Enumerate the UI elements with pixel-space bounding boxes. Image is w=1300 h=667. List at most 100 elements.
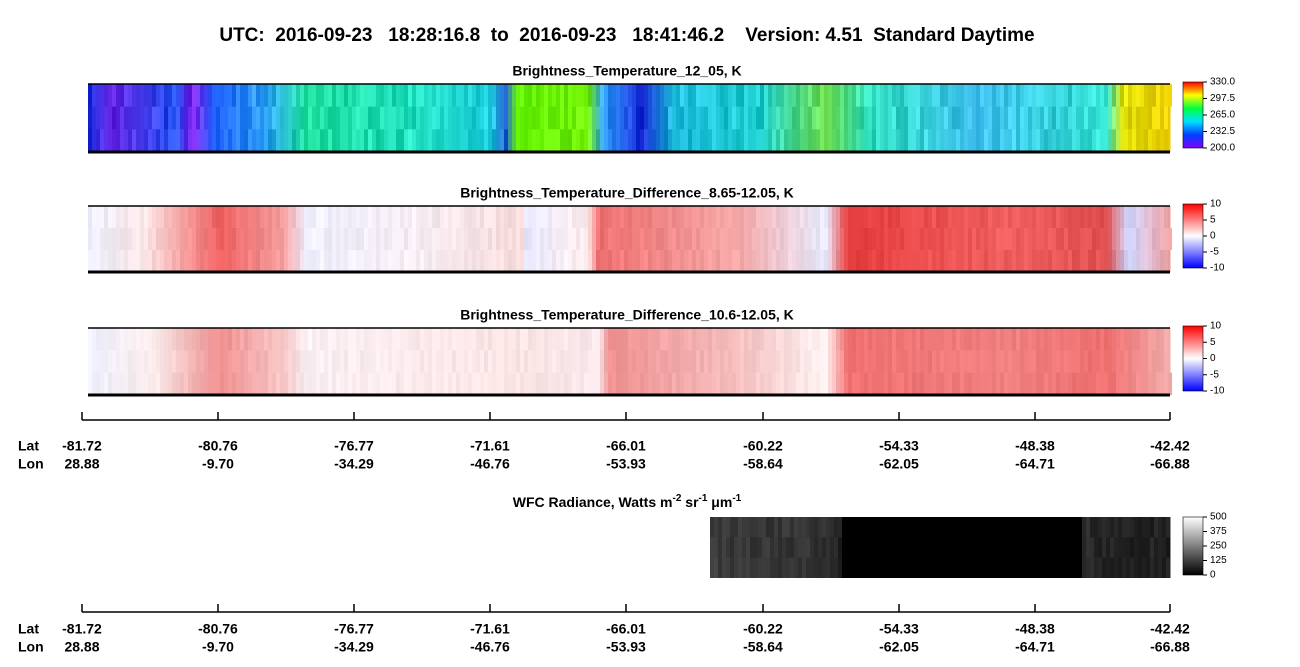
image-stripe <box>316 206 321 272</box>
image-speck <box>552 372 556 395</box>
image-stripe <box>440 84 445 152</box>
image-speck <box>268 106 272 130</box>
image-speck <box>944 372 948 395</box>
lat-label: -80.76 <box>198 621 238 637</box>
image-speck <box>1008 106 1012 130</box>
image-stripe <box>930 517 935 578</box>
image-speck <box>180 129 184 152</box>
image-speck <box>356 372 360 395</box>
image-speck <box>708 250 712 272</box>
image-speck <box>1124 106 1128 130</box>
image-speck <box>776 350 780 373</box>
image-speck <box>714 557 718 578</box>
image-stripe <box>320 84 325 152</box>
image-speck <box>200 328 204 351</box>
image-speck <box>112 84 116 107</box>
image-speck <box>300 206 304 228</box>
image-speck <box>790 557 794 578</box>
image-speck <box>344 84 348 107</box>
image-speck <box>332 328 336 351</box>
image-stripe <box>504 206 509 272</box>
image-stripe <box>804 84 809 152</box>
image-speck <box>864 250 868 272</box>
image-stripe <box>1060 206 1065 272</box>
image-speck <box>984 206 988 228</box>
image-speck <box>408 84 412 107</box>
image-speck <box>1168 228 1172 250</box>
image-speck <box>1152 84 1156 107</box>
image-speck <box>786 537 790 558</box>
image-speck <box>900 350 904 373</box>
image-speck <box>452 206 456 228</box>
image-speck <box>100 328 104 351</box>
image-speck <box>812 372 816 395</box>
image-speck <box>1140 84 1144 107</box>
image-speck <box>488 350 492 373</box>
image-stripe <box>204 84 209 152</box>
image-stripe <box>612 206 617 272</box>
image-speck <box>424 372 428 395</box>
image-stripe <box>556 84 561 152</box>
image-stripe <box>724 206 729 272</box>
image-speck <box>734 517 738 538</box>
image-speck <box>316 129 320 152</box>
image-speck <box>376 106 380 130</box>
image-speck <box>260 129 264 152</box>
image-stripe <box>576 328 581 395</box>
image-speck <box>1104 328 1108 351</box>
image-speck <box>260 206 264 228</box>
image-stripe <box>692 328 697 395</box>
image-speck <box>952 106 956 130</box>
image-speck <box>824 250 828 272</box>
image-stripe <box>846 517 851 578</box>
image-speck <box>672 206 676 228</box>
image-speck <box>816 250 820 272</box>
image-speck <box>152 228 156 250</box>
image-speck <box>588 106 592 130</box>
image-speck <box>368 106 372 130</box>
image-stripe <box>604 206 609 272</box>
image-speck <box>1086 517 1090 538</box>
image-speck <box>772 250 776 272</box>
colorbar-label: 330.0 <box>1210 77 1235 88</box>
image-speck <box>1010 517 1014 538</box>
image-speck <box>188 206 192 228</box>
image-stripe <box>1108 84 1113 152</box>
image-speck <box>692 206 696 228</box>
image-speck <box>416 328 420 351</box>
image-speck <box>704 350 708 373</box>
image-speck <box>700 106 704 130</box>
image-speck <box>788 106 792 130</box>
image-speck <box>420 350 424 373</box>
image-speck <box>730 537 734 558</box>
image-speck <box>768 129 772 152</box>
image-speck <box>712 228 716 250</box>
image-speck <box>1124 350 1128 373</box>
image-stripe <box>572 328 577 395</box>
image-stripe <box>968 206 973 272</box>
image-speck <box>764 372 768 395</box>
image-speck <box>1028 84 1032 107</box>
image-speck <box>384 328 388 351</box>
image-stripe <box>252 328 257 395</box>
image-speck <box>1136 228 1140 250</box>
image-speck <box>892 350 896 373</box>
image-speck <box>760 84 764 107</box>
colorbar-label: 297.5 <box>1210 93 1235 104</box>
image-speck <box>688 84 692 107</box>
image-speck <box>320 328 324 351</box>
image-speck <box>708 328 712 351</box>
image-speck <box>612 350 616 373</box>
image-speck <box>496 250 500 272</box>
image-speck <box>1136 372 1140 395</box>
lon-label: -58.64 <box>743 639 783 655</box>
image-speck <box>144 106 148 130</box>
image-stripe <box>762 517 767 578</box>
image-speck <box>856 206 860 228</box>
image-speck <box>1136 206 1140 228</box>
image-speck <box>196 106 200 130</box>
image-stripe <box>922 517 927 578</box>
image-speck <box>152 129 156 152</box>
image-stripe <box>924 206 929 272</box>
image-stripe <box>396 206 401 272</box>
